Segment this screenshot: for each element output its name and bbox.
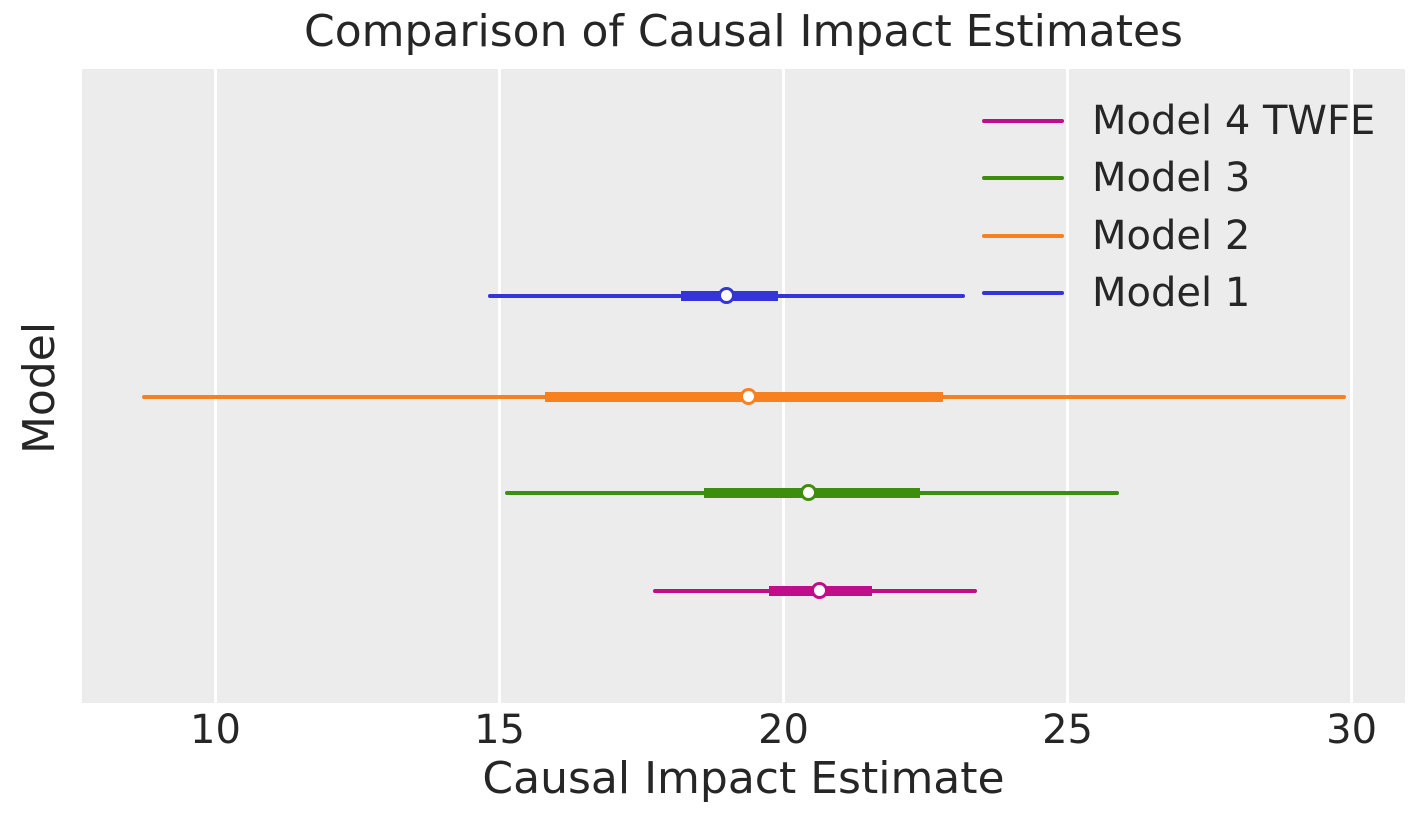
x-tick-label: 10 (190, 707, 241, 753)
point-estimate-marker (811, 581, 829, 599)
legend-line (982, 233, 1064, 238)
gridline (1350, 69, 1354, 703)
y-axis-label-text: Model (14, 321, 65, 455)
legend-label: Model 3 (1092, 155, 1251, 202)
point-estimate-marker (717, 286, 735, 304)
x-tick-label: 25 (1042, 707, 1094, 753)
plot-area: Model 4 TWFE Model 3 Model 2 Model 1 (82, 69, 1405, 703)
gridline (782, 69, 786, 703)
legend: Model 4 TWFE Model 3 Model 2 Model 1 (82, 69, 1405, 703)
x-axis-label: Causal Impact Estimate (482, 753, 1005, 804)
legend-label: Model 1 (1092, 270, 1251, 317)
point-estimate-marker (800, 483, 818, 501)
point-estimate-marker (740, 387, 758, 405)
legend-label: Model 4 TWFE (1092, 98, 1376, 144)
chart-title: Comparison of Causal Impact Estimates (304, 6, 1183, 57)
gridline (498, 69, 502, 703)
legend-label: Model 2 (1092, 212, 1251, 259)
legend-line (982, 119, 1064, 123)
legend-line (982, 176, 1064, 181)
gridline (213, 69, 217, 703)
x-tick-label: 30 (1326, 707, 1378, 753)
x-tick-label: 20 (758, 707, 809, 753)
gridline (1066, 69, 1070, 703)
x-tick-label: 15 (474, 707, 525, 753)
legend-line (982, 291, 1064, 296)
